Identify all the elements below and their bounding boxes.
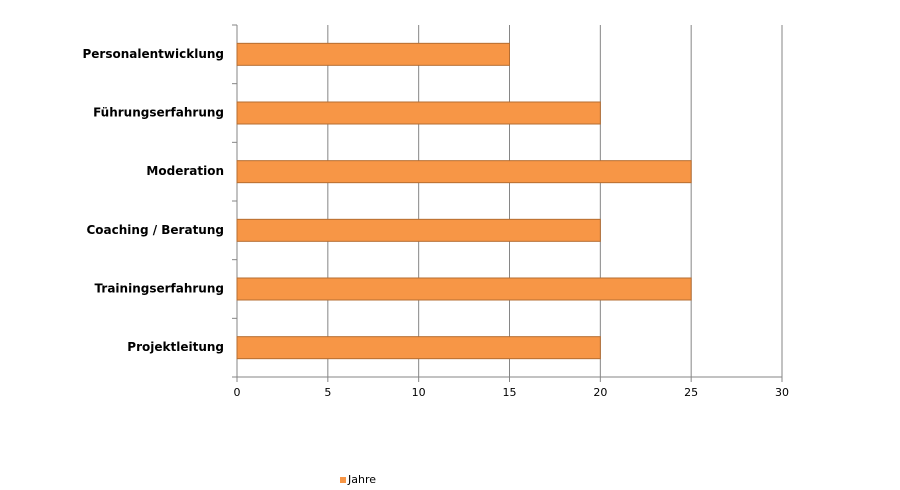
x-tick-label: 15 [503, 386, 517, 399]
y-tick-label: Führungserfahrung [93, 106, 224, 120]
legend-label: Jahre [347, 473, 376, 486]
legend-swatch [340, 477, 346, 483]
y-tick-label: Personalentwicklung [83, 47, 225, 61]
bar [236, 101, 601, 125]
bar [236, 336, 601, 360]
x-tick-label: 5 [324, 386, 331, 399]
x-tick-label: 0 [234, 386, 241, 399]
x-tick-label: 10 [412, 386, 426, 399]
x-tick-label: 30 [775, 386, 789, 399]
bar [236, 277, 692, 301]
x-tick-label: 20 [593, 386, 607, 399]
y-tick-label: Trainingserfahrung [95, 282, 224, 296]
x-tick-label: 25 [684, 386, 698, 399]
bar [236, 218, 601, 242]
y-tick-label: Projektleitung [127, 340, 224, 354]
bar [236, 42, 510, 66]
y-tick-label: Moderation [146, 164, 224, 178]
y-tick-label: Coaching / Beratung [86, 223, 224, 237]
bar [236, 160, 692, 184]
